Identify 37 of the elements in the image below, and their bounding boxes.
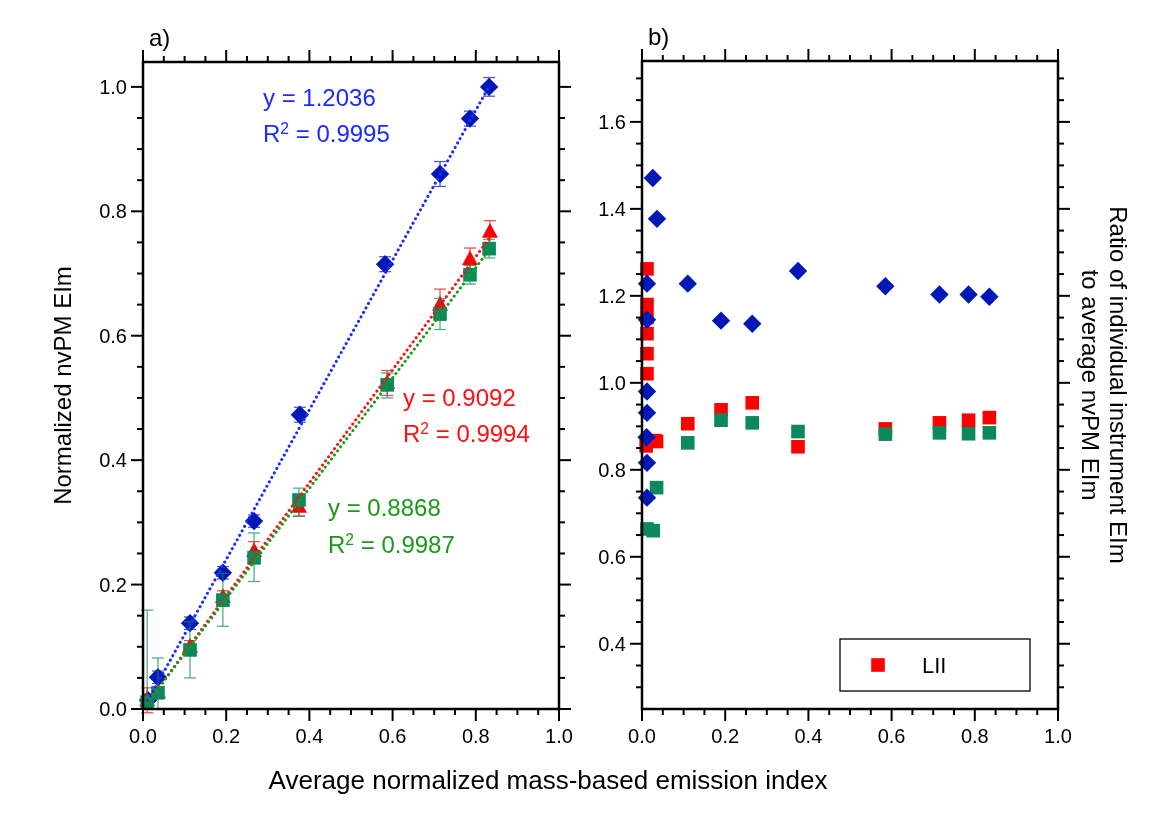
- x-tick-label: 0.0: [129, 725, 157, 747]
- y-tick-label: 0.8: [99, 200, 127, 223]
- x-tick-label: 0.8: [960, 725, 989, 747]
- y-axis-title: Normalized nvPM EIm: [49, 266, 76, 505]
- annotation: y = 0.8868: [328, 494, 441, 522]
- y-tick-label: 0.6: [99, 324, 127, 347]
- y-tick-label: 0.6: [598, 545, 626, 568]
- x-tick-label: 1.0: [1044, 725, 1072, 747]
- chart-title: b): [648, 23, 670, 50]
- x-tick-label: 0.0: [628, 725, 656, 747]
- y-axis-title: Ratio of individual instrument EIm to average nvPM EIm: [1076, 206, 1133, 564]
- annotation: R$^{2}$ = 0.9987: [328, 530, 455, 559]
- y-tick-label: 0.2: [99, 573, 127, 596]
- x-tick-label: 1.0: [545, 725, 573, 747]
- y-tick-label: 1.0: [99, 75, 127, 98]
- y-tick-label: 0.4: [99, 449, 127, 472]
- chart-title: a): [149, 24, 171, 51]
- y-tick-label: 1.6: [598, 110, 626, 133]
- annotation: R$^{2}$ = 0.9995: [263, 119, 390, 148]
- y-tick-label: 1.2: [598, 284, 626, 307]
- x-tick-label: 0.4: [295, 725, 324, 747]
- x-axis-title: Average normalized mass-based emission index: [268, 765, 828, 795]
- y-tick-label: 0.4: [598, 632, 626, 655]
- y-tick-label: 0.0: [99, 698, 127, 720]
- x-tick-label: 0.2: [212, 725, 241, 747]
- annotation: y = 1.2036: [263, 84, 376, 112]
- x-tick-label: 0.6: [378, 725, 407, 747]
- x-tick-label: 0.4: [794, 725, 823, 747]
- x-tick-label: 0.2: [711, 725, 740, 747]
- legend-label: LII: [922, 652, 947, 678]
- y-tick-label: 1.0: [598, 371, 626, 394]
- annotation: y = 0.9092: [403, 384, 516, 412]
- x-tick-label: 0.8: [461, 725, 490, 747]
- annotation: R$^{2}$ = 0.9994: [403, 419, 530, 448]
- y-tick-label: 1.4: [598, 197, 626, 220]
- x-tick-label: 0.6: [877, 725, 906, 747]
- y-tick-label: 0.8: [598, 458, 626, 481]
